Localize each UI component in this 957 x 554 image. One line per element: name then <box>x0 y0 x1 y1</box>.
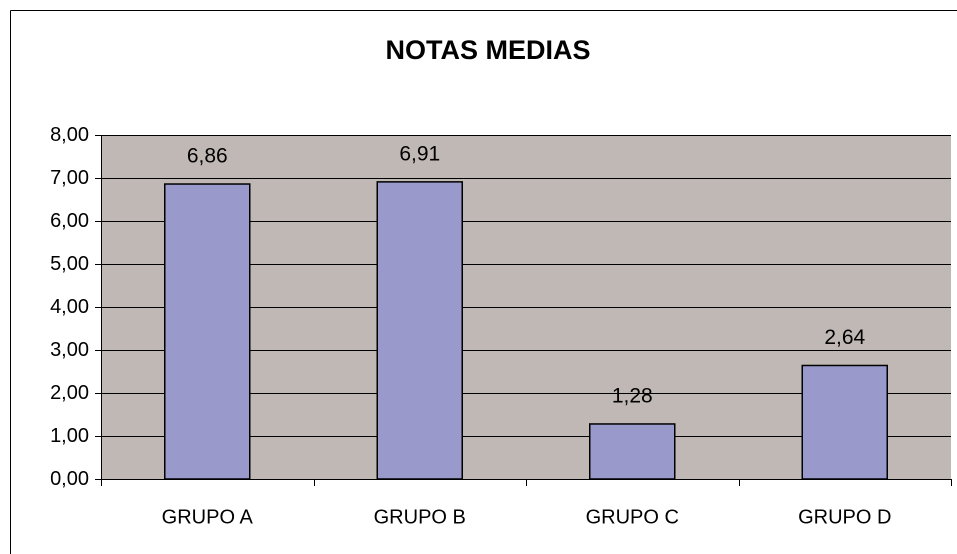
value-label: 6,86 <box>187 145 228 168</box>
y-tick-label: 8,00 <box>50 124 89 146</box>
value-label: 1,28 <box>612 385 653 408</box>
bar <box>589 423 676 480</box>
x-tick-label: GRUPO C <box>586 506 679 528</box>
y-tick-label: 2,00 <box>50 382 89 404</box>
bar <box>376 181 463 480</box>
bar <box>801 364 888 480</box>
bar <box>164 183 251 480</box>
x-tick-label: GRUPO A <box>162 506 254 528</box>
y-tick-label: 5,00 <box>50 253 89 275</box>
y-tick-label: 3,00 <box>50 339 89 361</box>
y-tick-label: 0,00 <box>50 468 89 490</box>
y-tick-label: 7,00 <box>50 167 89 189</box>
y-tick-label: 1,00 <box>50 425 89 447</box>
x-tick-label: GRUPO B <box>374 506 466 528</box>
y-tick-label: 4,00 <box>50 296 89 318</box>
value-label: 2,64 <box>824 326 865 349</box>
y-tick-label: 6,00 <box>50 210 89 232</box>
value-label: 6,91 <box>399 142 440 165</box>
x-tick-label: GRUPO D <box>798 506 891 528</box>
chart-title: NOTAS MEDIAS <box>385 35 590 65</box>
